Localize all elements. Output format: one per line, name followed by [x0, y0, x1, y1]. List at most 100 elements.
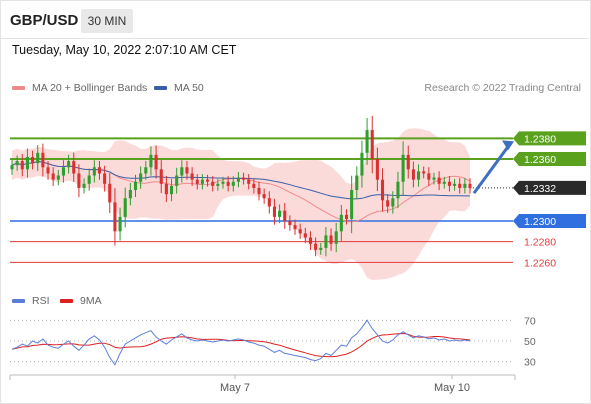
- candle-body: [169, 185, 174, 195]
- candle-body: [67, 161, 71, 168]
- price-tag-box: [513, 131, 586, 146]
- candle-body: [303, 233, 307, 238]
- candle-body: [221, 181, 225, 184]
- candle-body: [344, 214, 349, 219]
- symbol-title: GBP/USD: [10, 12, 79, 29]
- candle-body: [283, 210, 287, 221]
- candle-body: [159, 169, 163, 184]
- candle-body: [97, 167, 102, 174]
- candle-body: [103, 173, 107, 184]
- candle-body: [401, 154, 405, 182]
- candle-body: [164, 183, 168, 195]
- candle-body: [185, 167, 189, 174]
- candle-body: [56, 175, 60, 180]
- candle-body: [463, 183, 467, 188]
- price-tag-label: 1.2280: [524, 237, 556, 249]
- legend-ma50: MA 50: [154, 82, 204, 94]
- price-tag-box: [513, 152, 586, 166]
- candle-body: [416, 171, 421, 180]
- candle-body: [236, 177, 240, 182]
- ma20-swatch: [12, 86, 25, 90]
- candle-body: [468, 183, 472, 188]
- price-tag-1.2260: 1.2260: [524, 257, 556, 269]
- candle-body: [447, 181, 451, 186]
- candle-body: [154, 154, 158, 170]
- legend-ma50-label: MA 50: [174, 82, 204, 94]
- candle-body: [25, 156, 29, 170]
- price-tag-1.2380: 1.2380: [513, 131, 586, 146]
- candle-body: [298, 229, 302, 234]
- candle-body: [144, 167, 148, 174]
- copyright-note: Research © 2022 Trading Central: [424, 82, 581, 94]
- x-tick-label: May 7: [220, 382, 250, 394]
- candle-body: [257, 187, 261, 195]
- candle-body: [453, 183, 457, 186]
- candle-body: [406, 154, 410, 170]
- candle-body: [350, 190, 354, 219]
- candle-body: [437, 177, 441, 184]
- candle-body: [108, 183, 112, 203]
- rsi-tick-label: 50: [524, 336, 536, 348]
- header-bar: GBP/USD 30 MIN: [0, 0, 589, 39]
- candle-body: [411, 169, 415, 180]
- price-tag-label: 1.2260: [524, 257, 556, 269]
- candle-body: [118, 216, 122, 232]
- legend-rsi: RSI: [12, 295, 50, 307]
- forecast-arrow: [472, 143, 512, 194]
- candle-body: [360, 152, 364, 176]
- candle-body: [380, 179, 385, 201]
- price-tag-1.2332: 1.2332: [513, 180, 586, 195]
- candle-body: [87, 175, 91, 184]
- candle-body: [31, 156, 35, 164]
- price-tag-label: 1.2332: [524, 183, 556, 195]
- candle-body: [324, 235, 328, 248]
- candle-body: [427, 173, 431, 180]
- legend-9ma-label: 9MA: [80, 295, 102, 307]
- rsima-swatch: [60, 299, 73, 303]
- candle-body: [375, 159, 379, 180]
- legend-9ma: 9MA: [60, 295, 102, 307]
- candle-body: [180, 167, 184, 176]
- candle-body: [211, 181, 215, 186]
- candle-body: [432, 177, 436, 180]
- forecast-arrow-head: [502, 140, 514, 151]
- candle-body: [252, 183, 256, 188]
- candle-body: [200, 179, 204, 184]
- price-tag-box: [513, 214, 586, 228]
- ma50-swatch: [154, 86, 167, 90]
- candle-body: [190, 173, 194, 180]
- rsi-line: [11, 319, 471, 366]
- candle-body: [391, 198, 395, 207]
- legend-ma20: MA 20 + Bollinger Bands: [12, 82, 147, 94]
- candle-body: [46, 167, 50, 174]
- candle-body: [51, 173, 55, 180]
- candle-body: [77, 173, 81, 188]
- candle-body: [355, 175, 359, 190]
- candle-body: [262, 194, 266, 199]
- timeframe-badge[interactable]: 30 MIN: [81, 9, 133, 33]
- candle-body: [128, 190, 132, 199]
- candle-body: [329, 235, 333, 244]
- candle-body: [195, 179, 199, 184]
- candle-body: [288, 221, 292, 226]
- rsi-chart: 70 50 30 May 7 May 10: [9, 315, 536, 394]
- candle-body: [15, 161, 19, 166]
- price-tag-label: 1.2300: [524, 216, 556, 228]
- candle-body: [272, 206, 276, 217]
- candle-body: [61, 167, 66, 176]
- candle-body: [20, 161, 24, 170]
- rsi-tick-label: 70: [524, 315, 536, 327]
- candle-body: [422, 171, 426, 174]
- candle-body: [10, 165, 14, 170]
- rsi-swatch: [12, 299, 25, 303]
- ma50-line: [11, 160, 470, 200]
- candle-body: [314, 243, 318, 250]
- candle-body: [278, 210, 282, 217]
- candle-body: [247, 179, 251, 184]
- candle-body: [442, 181, 446, 184]
- price-tag-1.2280: 1.2280: [524, 237, 556, 249]
- timestamp: Tuesday, May 10, 2022 2:07:10 AM CET: [12, 43, 237, 57]
- rsi-9ma-line: [11, 332, 471, 358]
- candle-body: [231, 181, 235, 186]
- candle-body: [308, 237, 313, 244]
